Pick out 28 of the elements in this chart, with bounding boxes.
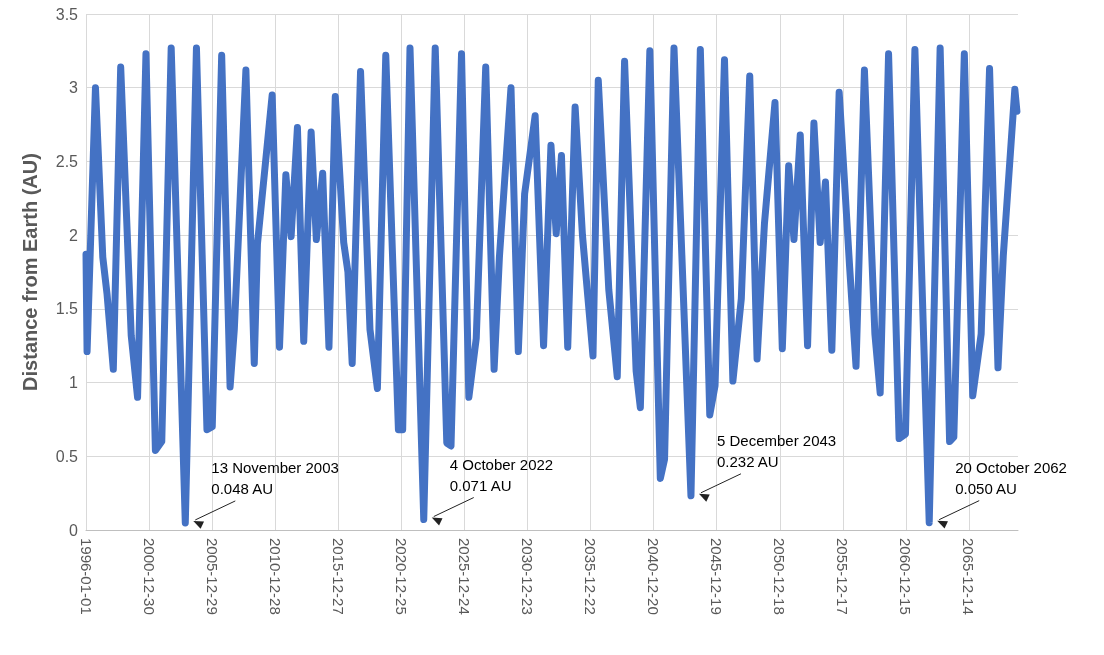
annotation: 5 December 2043 0.232 AU — [716, 431, 837, 470]
x-tick-label: 2015-12-27 — [329, 538, 347, 615]
annotation: 20 October 2062 0.050 AU — [955, 458, 1067, 497]
x-tick-label: 2055-12-17 — [834, 538, 852, 615]
x-tick-label: 2065-12-14 — [960, 538, 978, 615]
x-tick-label: 2010-12-28 — [266, 538, 284, 615]
y-tick-label: 0.5 — [55, 447, 79, 465]
y-axis-title: Distance from Earth (AU) — [19, 153, 41, 391]
x-tick-label: 2020-12-25 — [392, 538, 410, 615]
y-tick-label: 0 — [69, 521, 79, 539]
x-tick-label: 2035-12-22 — [582, 538, 600, 615]
y-tick-label: 3.5 — [55, 5, 79, 23]
x-tick-label: 1996-01-01 — [77, 538, 95, 615]
y-tick-label: 1 — [69, 374, 79, 392]
x-tick-label: 2040-12-20 — [645, 538, 663, 615]
annotation: 13 November 2003 0.048 AU — [211, 458, 339, 497]
x-tick-label: 2025-12-24 — [455, 538, 473, 615]
x-tick-label: 2060-12-15 — [897, 538, 915, 615]
y-tick-label: 2 — [69, 226, 79, 244]
x-tick-label: 2005-12-29 — [203, 538, 221, 615]
annotation: 4 October 2022 0.071 AU — [449, 455, 554, 494]
x-tick-label: 2000-12-30 — [140, 538, 158, 615]
x-tick-label: 2045-12-19 — [708, 538, 726, 615]
y-tick-label: 3 — [69, 79, 79, 97]
x-tick-label: 2050-12-18 — [771, 538, 789, 615]
y-tick-label: 1.5 — [55, 300, 79, 318]
x-tick-label: 2030-12-23 — [519, 538, 536, 615]
y-tick-label: 2.5 — [55, 152, 79, 170]
